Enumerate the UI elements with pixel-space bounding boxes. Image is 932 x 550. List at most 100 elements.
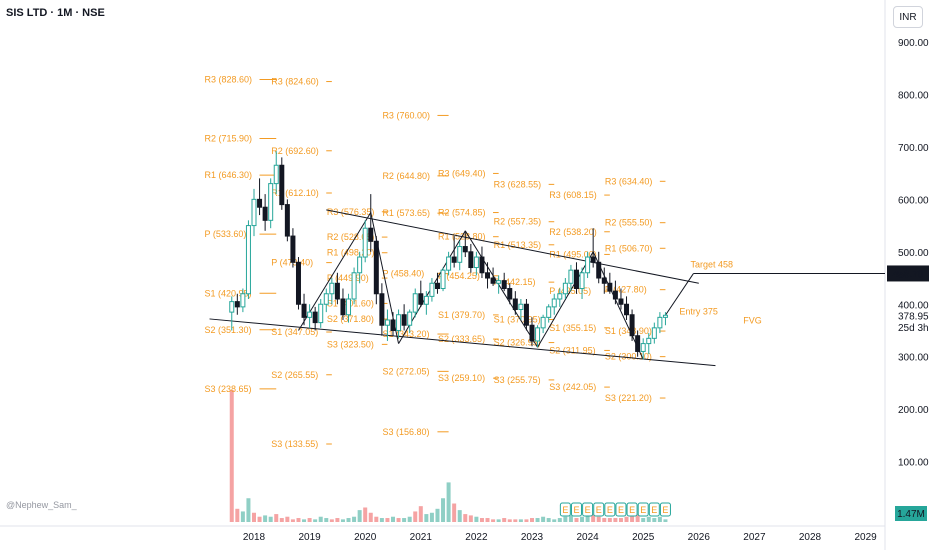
candle-body <box>295 261 301 305</box>
volume-bar <box>652 518 657 522</box>
last-price-label: 458.70 <box>893 269 924 280</box>
candle-body <box>434 282 440 290</box>
volume-bar <box>296 518 301 522</box>
trendline-upper-channel <box>326 209 699 284</box>
candle-body <box>629 314 635 337</box>
x-tick-label: 2025 <box>632 532 655 543</box>
earnings-marker-label: E <box>562 505 568 515</box>
volume-bar <box>468 515 473 522</box>
pivot-level-label: S3 (221.20) <box>605 393 652 403</box>
x-tick-label: 2021 <box>410 532 433 543</box>
pivot-level-label: R3 (634.40) <box>605 176 653 186</box>
volume-bar <box>374 516 379 522</box>
volume-bar <box>607 518 612 522</box>
volume-bar <box>324 518 329 522</box>
candle-body <box>601 277 607 284</box>
candle-body <box>596 261 602 279</box>
y-tick-label: 700.00 <box>898 143 929 154</box>
volume-bar <box>507 519 512 522</box>
earnings-marker <box>659 502 671 517</box>
pivot-level-label: R3 (760.00) <box>382 110 430 120</box>
pivot-level-label: S3 (255.75) <box>494 375 541 385</box>
candle-body <box>512 298 518 310</box>
y-tick-label: 200.00 <box>898 405 929 416</box>
earnings-marker <box>637 502 649 517</box>
candle-body <box>323 293 329 305</box>
pivot-level-label: R3 (828.60) <box>205 74 253 84</box>
candle-body <box>535 327 541 342</box>
earnings-marker-label: E <box>607 505 613 515</box>
pivot-level-label: R1 (506.70) <box>605 243 653 253</box>
symbol-header: SIS LTD · 1M · NSE <box>6 7 105 19</box>
pivot-level-label: P (442.15) <box>494 277 536 287</box>
pivot-level-label: S1 (420.95) <box>205 288 252 298</box>
chart-annotation: FVG <box>743 316 762 326</box>
pivot-level-label: S3 (238.65) <box>205 384 252 394</box>
pivot-level-label: R1 (612.10) <box>271 188 319 198</box>
volume-bar <box>646 516 651 522</box>
earnings-marker-label: E <box>640 505 646 515</box>
volume-bar <box>574 518 579 522</box>
candle-body <box>373 240 379 295</box>
volume-bar <box>379 518 384 522</box>
x-tick-label: 2028 <box>799 532 822 543</box>
volume-bar <box>635 514 640 522</box>
candle-body <box>507 288 513 300</box>
volume-bar <box>385 518 390 522</box>
candle-body <box>468 251 474 269</box>
pivot-level-label: P (427.80) <box>605 285 647 295</box>
volume-bar <box>285 516 290 522</box>
volume-bar <box>413 511 418 522</box>
candle-body <box>585 256 591 274</box>
candle-body <box>396 314 402 331</box>
pivot-level-label: S2 (272.05) <box>382 366 429 376</box>
candle-body <box>546 306 552 318</box>
candle-body <box>479 256 485 274</box>
candle-body <box>529 324 535 342</box>
candle-body <box>340 298 346 316</box>
last-price-badge <box>887 265 929 282</box>
x-tick-label: 2023 <box>521 532 544 543</box>
candle-body <box>245 225 251 295</box>
pivot-level-label: R1 (573.65) <box>382 208 430 218</box>
volume-bar <box>585 515 590 522</box>
x-tick-label: 2018 <box>243 532 266 543</box>
candle-body <box>351 272 357 300</box>
candle-body <box>379 293 385 326</box>
volume-bar <box>302 519 307 522</box>
candle-body <box>590 256 596 263</box>
earnings-marker-label: E <box>573 505 579 515</box>
side-price-label: 378.95 <box>898 311 929 322</box>
pivot-level-label: R1 (495.00) <box>549 249 597 259</box>
candle-body <box>229 301 235 313</box>
candle-body <box>518 303 524 310</box>
candle-body <box>473 256 479 269</box>
volume-bar <box>479 518 484 522</box>
volume-bar <box>502 518 507 522</box>
volume-bar <box>252 512 256 522</box>
candle-body <box>290 235 296 263</box>
volume-bar <box>368 512 373 522</box>
volume-bar <box>402 518 407 522</box>
pivot-level-label: S3 (259.10) <box>438 373 485 383</box>
candle-body <box>362 227 368 258</box>
volume-bar <box>513 519 518 522</box>
currency-button[interactable]: INR <box>893 6 923 28</box>
candle-body <box>557 293 563 300</box>
pivot-level-label: S2 (300.10) <box>605 352 652 362</box>
pivot-level-label: R2 (557.35) <box>494 217 542 227</box>
author-watermark: @Nephew_Sam_ <box>6 500 77 510</box>
volume-bar <box>602 518 607 522</box>
candle-body <box>301 303 307 318</box>
earnings-marker <box>582 502 594 517</box>
volume-bar <box>591 514 596 522</box>
pivot-level-label: S1 (370.95) <box>494 314 541 324</box>
candle-body <box>501 280 507 290</box>
volume-bar <box>530 518 534 522</box>
y-tick-label: 800.00 <box>898 90 929 101</box>
volume-bar <box>335 518 340 522</box>
candle-body <box>284 204 290 237</box>
volume-bar <box>441 498 446 522</box>
volume-bar <box>552 519 557 522</box>
